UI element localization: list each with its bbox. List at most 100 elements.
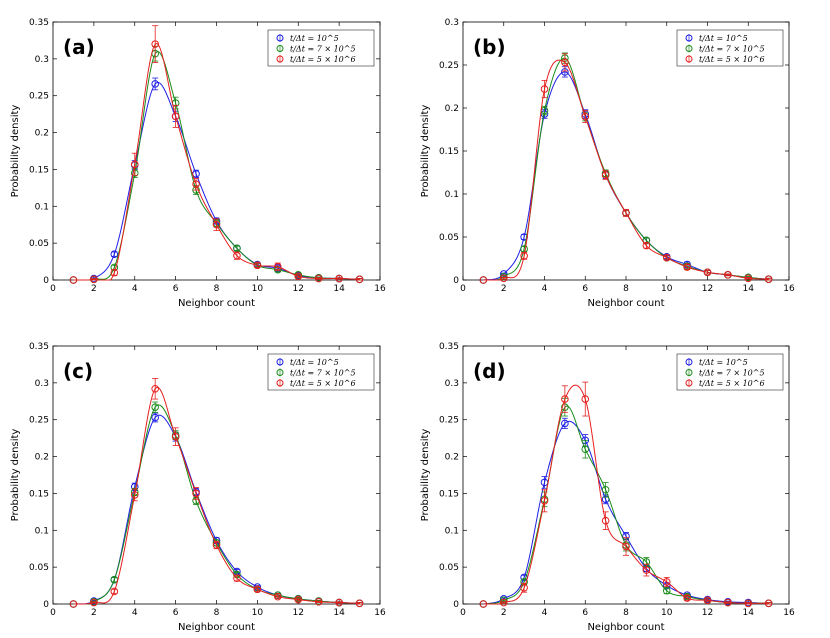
x-tick-label: 16: [783, 284, 795, 294]
legend: t/Δt = 10^5 t/Δt = 7 × 10^5t/Δt = 5 × 10^…: [267, 353, 375, 391]
panel-label: (a): [63, 35, 95, 59]
x-axis-label: Neighbor count: [178, 622, 255, 633]
legend-label: t/Δt = 10^5: [699, 358, 748, 367]
data-point: [314, 597, 323, 606]
x-tick-label: 12: [702, 284, 713, 294]
x-tick-label: 10: [661, 284, 673, 294]
data-point: [601, 171, 610, 179]
data-point: [499, 598, 508, 607]
data-point: [90, 275, 98, 284]
x-tick-label: 14: [333, 608, 345, 618]
data-point: [151, 40, 159, 48]
x-tick-label: 14: [333, 284, 345, 294]
y-tick-label: 0.05: [439, 563, 459, 573]
data-point: [212, 541, 221, 549]
data-point: [499, 274, 508, 283]
data-point: [683, 594, 691, 602]
y-tick-label: 0.1: [445, 190, 459, 200]
x-tick-label: 8: [623, 284, 629, 294]
data-point: [233, 574, 241, 583]
data-point: [601, 485, 610, 494]
x-tick-label: 2: [501, 608, 507, 618]
data-point: [622, 209, 630, 217]
data-point: [274, 592, 282, 601]
data-point: [479, 276, 488, 284]
y-tick-label: 0.1: [35, 526, 49, 536]
x-tick-label: 14: [743, 608, 755, 618]
y-tick-label: 0.2: [445, 453, 459, 463]
x-tick-label: 6: [173, 608, 179, 618]
data-point: [724, 598, 732, 607]
x-tick-label: 8: [623, 608, 629, 618]
y-tick-label: 0.15: [439, 147, 459, 157]
series-3: [479, 53, 773, 284]
data-point: [294, 272, 303, 281]
fit-curve: [483, 59, 769, 281]
data-point: [642, 241, 651, 250]
data-point: [151, 80, 159, 88]
data-point: [581, 445, 590, 454]
y-tick-label: 0.15: [29, 165, 49, 175]
panel-label: (c): [63, 359, 93, 383]
panel-b: 0 2 4 6 8 10 12 14 16 0 0.05 0.1 0.15 0.2 0.25 0.3 Neigh…: [420, 18, 795, 309]
legend-label: t/Δt = 5 × 10^6: [699, 55, 765, 64]
x-tick-label: 4: [132, 608, 138, 618]
y-tick-label: 0.2: [445, 104, 459, 114]
x-tick-label: 0: [460, 608, 466, 618]
panel-c: 0 2 4 6 8 10 12 14 16 0 0.05 0.1 0.15 0.2 0.25 0.3 0.35 N…: [10, 342, 386, 633]
series-2: [479, 52, 773, 284]
y-tick-label: 0.05: [29, 563, 49, 573]
data-point: [683, 263, 691, 271]
panel-label: (b): [473, 35, 506, 59]
data-point: [703, 596, 712, 605]
x-tick-label: 10: [252, 608, 264, 618]
x-axis-label: Neighbor count: [178, 298, 255, 309]
fit-curve: [73, 42, 360, 281]
x-tick-label: 8: [214, 284, 220, 294]
data-point: [110, 587, 119, 596]
panel-d: 0 2 4 6 8 10 12 14 16 0 0.05 0.1 0.15 0.2 0.25 0.3 0.35 N…: [420, 342, 795, 633]
data-point: [151, 413, 159, 422]
series-2: [69, 401, 364, 608]
data-point: [151, 384, 159, 393]
data-point: [335, 598, 343, 607]
y-tick-label: 0.25: [439, 61, 459, 71]
y-tick-label: 0.2: [35, 453, 49, 463]
legend-label: t/Δt = 7 × 10^5: [699, 45, 765, 54]
y-tick-label: 0.35: [29, 342, 49, 352]
legend-box: [676, 29, 784, 67]
data-point: [642, 566, 651, 574]
data-point: [540, 497, 549, 505]
x-tick-label: 2: [501, 284, 507, 294]
data-point: [130, 160, 139, 169]
y-tick-label: 0.05: [29, 239, 49, 249]
y-tick-label: 0.1: [445, 526, 459, 536]
legend: t/Δt = 10^5 t/Δt = 7 × 10^5t/Δt = 5 × 10^…: [676, 353, 784, 391]
data-point: [622, 542, 630, 551]
x-tick-label: 0: [50, 284, 56, 294]
x-tick-label: 4: [542, 284, 548, 294]
series-1: [69, 77, 364, 284]
data-point: [479, 600, 488, 608]
fit-curve: [73, 81, 360, 281]
y-tick-label: 0: [453, 600, 459, 610]
x-tick-label: 6: [582, 284, 588, 294]
panel-a: 0 2 4 6 8 10 12 14 16 0 0.05 0.1 0.15 0.2 0.25 0.3 0.35 N…: [10, 18, 386, 309]
panel-label: (d): [473, 359, 506, 383]
legend-label: t/Δt = 5 × 10^6: [699, 379, 765, 388]
data-point: [110, 268, 119, 277]
data-point: [581, 112, 590, 121]
data-point: [561, 395, 569, 403]
data-point: [561, 419, 569, 428]
x-tick-label: 16: [374, 284, 386, 294]
y-tick-label: 0.05: [439, 233, 459, 243]
data-point: [662, 578, 671, 586]
y-tick-label: 0.15: [29, 489, 49, 499]
x-tick-label: 12: [702, 608, 713, 618]
legend-box: [267, 29, 375, 67]
data-point: [764, 275, 773, 283]
y-axis-label: Probability density: [420, 429, 431, 522]
x-tick-label: 10: [661, 608, 673, 618]
y-tick-label: 0: [453, 276, 459, 286]
